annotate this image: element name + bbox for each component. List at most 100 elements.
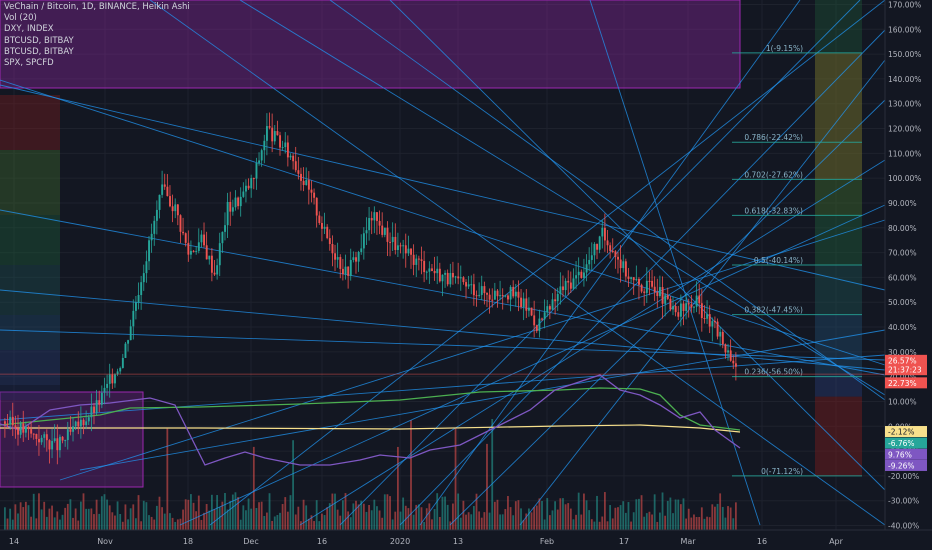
candle-body [79, 419, 82, 427]
candle-body [693, 306, 695, 308]
candle-body [148, 240, 150, 262]
volume-bar [218, 507, 221, 530]
volume-bar [140, 521, 143, 530]
candle-body [679, 303, 682, 317]
candle-body [266, 126, 268, 141]
candle-body [187, 242, 190, 255]
y-tick: 60.00% [888, 273, 917, 282]
volume-bar [247, 498, 250, 530]
candle-body [520, 297, 523, 307]
candle-body [562, 286, 564, 291]
candle-body [365, 230, 368, 234]
volume-bar [4, 507, 6, 530]
candle-body [677, 312, 680, 317]
volume-bar [624, 512, 627, 530]
candle-body [176, 204, 179, 216]
candle-body [640, 284, 643, 292]
x-tick: Apr [829, 537, 844, 546]
candle-body [645, 280, 648, 293]
candle-body [294, 161, 297, 171]
price-badge-label: -2.12% [888, 428, 915, 437]
volume-bar [514, 501, 517, 530]
volume-bar [313, 521, 315, 530]
volume-bar [428, 503, 431, 530]
volume-bar [108, 505, 111, 530]
trendline [0, 354, 886, 421]
candle-body [711, 321, 714, 327]
volume-bar [383, 494, 386, 530]
volume-bar [601, 516, 604, 530]
candle-body [221, 231, 224, 244]
candle-body [428, 268, 431, 272]
volume-bar [708, 517, 711, 530]
volume-bar [509, 507, 512, 530]
volume-bar [281, 504, 284, 530]
volume-bar [85, 508, 88, 530]
volume-bar [135, 518, 137, 530]
volume-bar [389, 496, 391, 530]
volume-bar [365, 511, 368, 530]
candle-body [700, 303, 703, 318]
volume-bar [155, 505, 158, 530]
left-fib-band [0, 150, 60, 215]
volume-bar [321, 513, 323, 530]
volume-bar [423, 521, 425, 530]
volume-bar [543, 519, 546, 530]
volume-bar [368, 504, 370, 530]
volume-bar [190, 494, 192, 530]
candle-body [19, 423, 22, 435]
price-badge [885, 377, 927, 389]
candle-body [111, 374, 114, 384]
volume-bar [475, 493, 478, 530]
legend-vol: Vol (20) [4, 13, 37, 24]
candle-body [114, 374, 116, 384]
volume-bar [446, 504, 449, 530]
candle-body [234, 197, 237, 208]
candle-body [53, 438, 56, 441]
volume-bar [496, 499, 499, 530]
volume-bar [457, 493, 460, 530]
trendline [209, 0, 886, 526]
volume-bar [391, 519, 394, 530]
volume-bar [627, 502, 630, 530]
volume-bar [454, 427, 457, 530]
overlay-dxy [0, 387, 741, 431]
candle-body [318, 215, 321, 223]
volume-bar [239, 519, 242, 530]
candle-body [719, 331, 722, 337]
candle-body [64, 440, 67, 442]
y-tick: 120.00% [888, 125, 921, 134]
volume-bar [82, 493, 85, 530]
volume-bar [491, 419, 494, 530]
candle-body [690, 304, 693, 308]
candle-body [606, 240, 609, 246]
volume-bar [480, 517, 483, 530]
candle-body [577, 271, 580, 276]
volume-bar [56, 511, 59, 530]
volume-bar [271, 520, 274, 530]
volume-bar [210, 494, 213, 530]
volume-bar [716, 503, 719, 530]
candle-body [488, 294, 491, 300]
candle-body [255, 162, 258, 179]
trendline [519, 59, 886, 526]
volume-bar [449, 521, 452, 530]
candle-body [410, 248, 412, 255]
candle-body [433, 270, 436, 274]
candle-body [415, 258, 418, 265]
candle-body [632, 277, 635, 281]
volume-bar [237, 497, 239, 530]
volume-bar [415, 504, 418, 530]
y-tick: 150.00% [888, 50, 921, 59]
volume-bar [48, 508, 51, 530]
candle-body [635, 278, 638, 281]
candle-body [276, 131, 279, 136]
volume-bar [252, 446, 255, 530]
volume-bar [525, 513, 528, 530]
candle-body [124, 343, 127, 358]
volume-bar [195, 511, 198, 530]
price-badge-label: 22.73% [888, 379, 917, 388]
candle-body [190, 250, 192, 255]
volume-bar [245, 510, 247, 530]
